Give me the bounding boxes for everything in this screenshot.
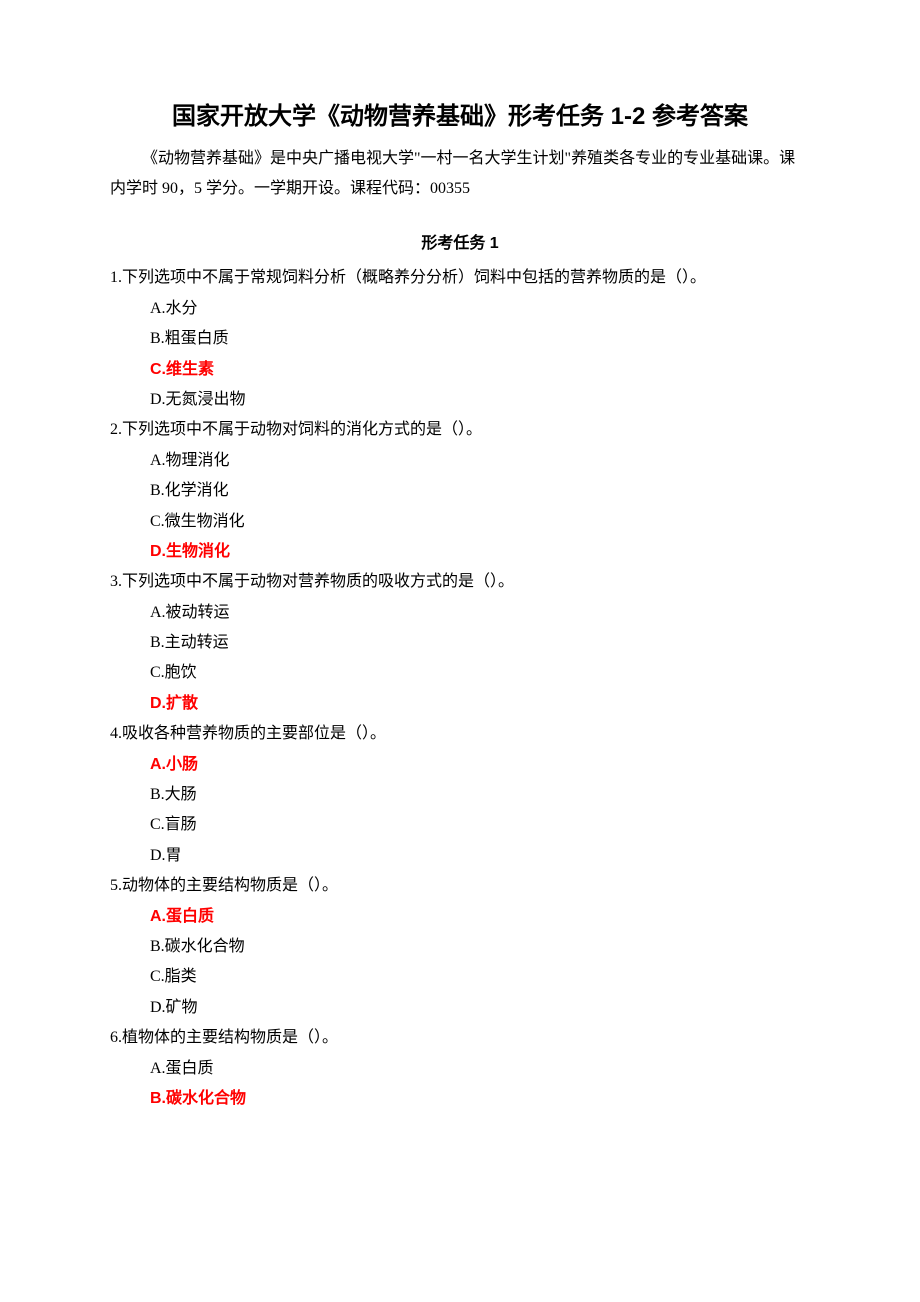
question-option: C.脂类 xyxy=(110,962,810,992)
questions-container: 1.下列选项中不属于常规饲料分析（概略养分分析）饲料中包括的营养物质的是（）。A… xyxy=(110,263,810,1114)
question-option: A.蛋白质 xyxy=(110,902,810,932)
question-option: D.胃 xyxy=(110,841,810,871)
question-option: B.碳水化合物 xyxy=(110,1084,810,1114)
question-option: A.物理消化 xyxy=(110,446,810,476)
question-text: 6.植物体的主要结构物质是（）。 xyxy=(110,1023,810,1053)
question-text: 4.吸收各种营养物质的主要部位是（）。 xyxy=(110,719,810,749)
question-option: A.被动转运 xyxy=(110,598,810,628)
question-option: A.水分 xyxy=(110,294,810,324)
question-option: C.胞饮 xyxy=(110,658,810,688)
question-option: B.化学消化 xyxy=(110,476,810,506)
question-option: D.无氮浸出物 xyxy=(110,385,810,415)
question-option: C.维生素 xyxy=(110,355,810,385)
question-option: A.小肠 xyxy=(110,750,810,780)
question-text: 1.下列选项中不属于常规饲料分析（概略养分分析）饲料中包括的营养物质的是（）。 xyxy=(110,263,810,293)
question-text: 3.下列选项中不属于动物对营养物质的吸收方式的是（）。 xyxy=(110,567,810,597)
question-option: D.矿物 xyxy=(110,993,810,1023)
section-title: 形考任务 1 xyxy=(110,229,810,253)
question-text: 2.下列选项中不属于动物对饲料的消化方式的是（）。 xyxy=(110,415,810,445)
question-text: 5.动物体的主要结构物质是（）。 xyxy=(110,871,810,901)
question-option: D.扩散 xyxy=(110,689,810,719)
question-option: C.微生物消化 xyxy=(110,507,810,537)
page-title: 国家开放大学《动物营养基础》形考任务 1-2 参考答案 xyxy=(110,100,810,134)
question-option: B.大肠 xyxy=(110,780,810,810)
question-option: B.主动转运 xyxy=(110,628,810,658)
question-option: C.盲肠 xyxy=(110,810,810,840)
question-option: B.碳水化合物 xyxy=(110,932,810,962)
intro-text: 《动物营养基础》是中央广播电视大学"一村一名大学生计划"养殖类各专业的专业基础课… xyxy=(110,144,810,205)
question-option: A.蛋白质 xyxy=(110,1054,810,1084)
question-option: D.生物消化 xyxy=(110,537,810,567)
question-option: B.粗蛋白质 xyxy=(110,324,810,354)
